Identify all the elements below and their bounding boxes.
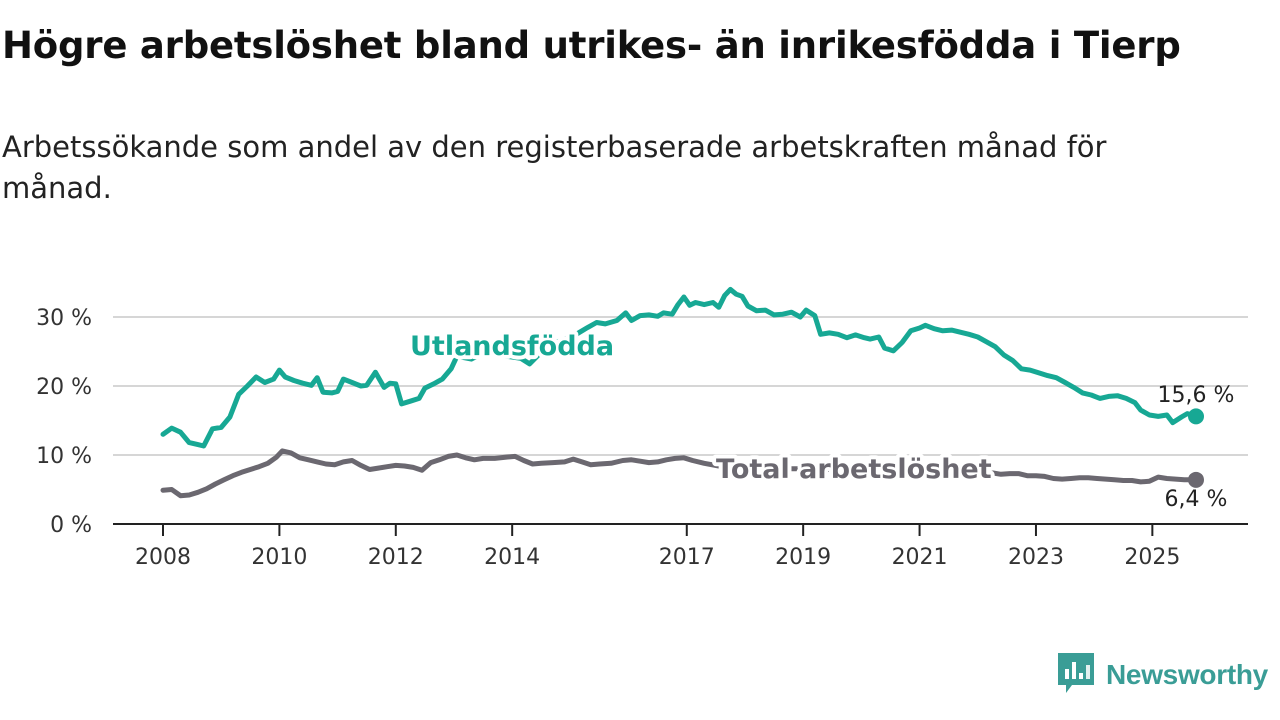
x-tick-label: 2012: [368, 545, 424, 570]
end-point-1: [1188, 471, 1204, 488]
series-line-0: [160, 286, 1199, 449]
end-point-0: [1188, 408, 1204, 425]
x-tick-label: 2019: [775, 545, 831, 570]
end-label-total: 6,4 %: [1165, 487, 1228, 512]
y-tick-label: 10 %: [36, 444, 92, 469]
x-axis: 2008 2010 2012 2014 2017 2019 2021 2023 2025: [113, 523, 1248, 570]
x-tick-label: 2010: [251, 545, 307, 570]
series-lines: [160, 286, 1204, 499]
x-tick-label: 2025: [1124, 545, 1180, 570]
newsworthy-logo[interactable]: Newsworthy: [1058, 653, 1268, 697]
y-axis-ticks: 0 % 10 % 20 % 30 %: [36, 306, 92, 538]
y-tick-label: 0 %: [50, 513, 92, 538]
chart-title: Högre arbetslöshet bland utrikes- än inr…: [2, 24, 1181, 67]
x-tick-label: 2008: [135, 545, 191, 570]
x-tick-label: 2017: [659, 545, 715, 570]
x-tick-label: 2014: [484, 545, 540, 570]
series-labels: Utlandsfödda Total arbetslöshet 15,6 % 6,4 …: [406, 327, 1235, 512]
x-tick-label: 2021: [892, 545, 948, 570]
grid-lines: [113, 316, 1248, 456]
series-label-utlandsfodda: Utlandsfödda: [410, 331, 614, 362]
y-tick-label: 20 %: [36, 375, 92, 400]
chart-subtitle: Arbetssökande som andel av den registerb…: [2, 130, 1107, 205]
end-label-utlandsfodda: 15,6 %: [1158, 383, 1235, 408]
x-tick-label: 2023: [1008, 545, 1064, 570]
brand-name: Newsworthy: [1106, 659, 1268, 690]
y-tick-label: 30 %: [36, 306, 92, 331]
chart-bubble-icon: [1058, 653, 1094, 697]
series-line-1: [160, 448, 1199, 499]
series-label-total: Total arbetslöshet: [716, 454, 992, 485]
